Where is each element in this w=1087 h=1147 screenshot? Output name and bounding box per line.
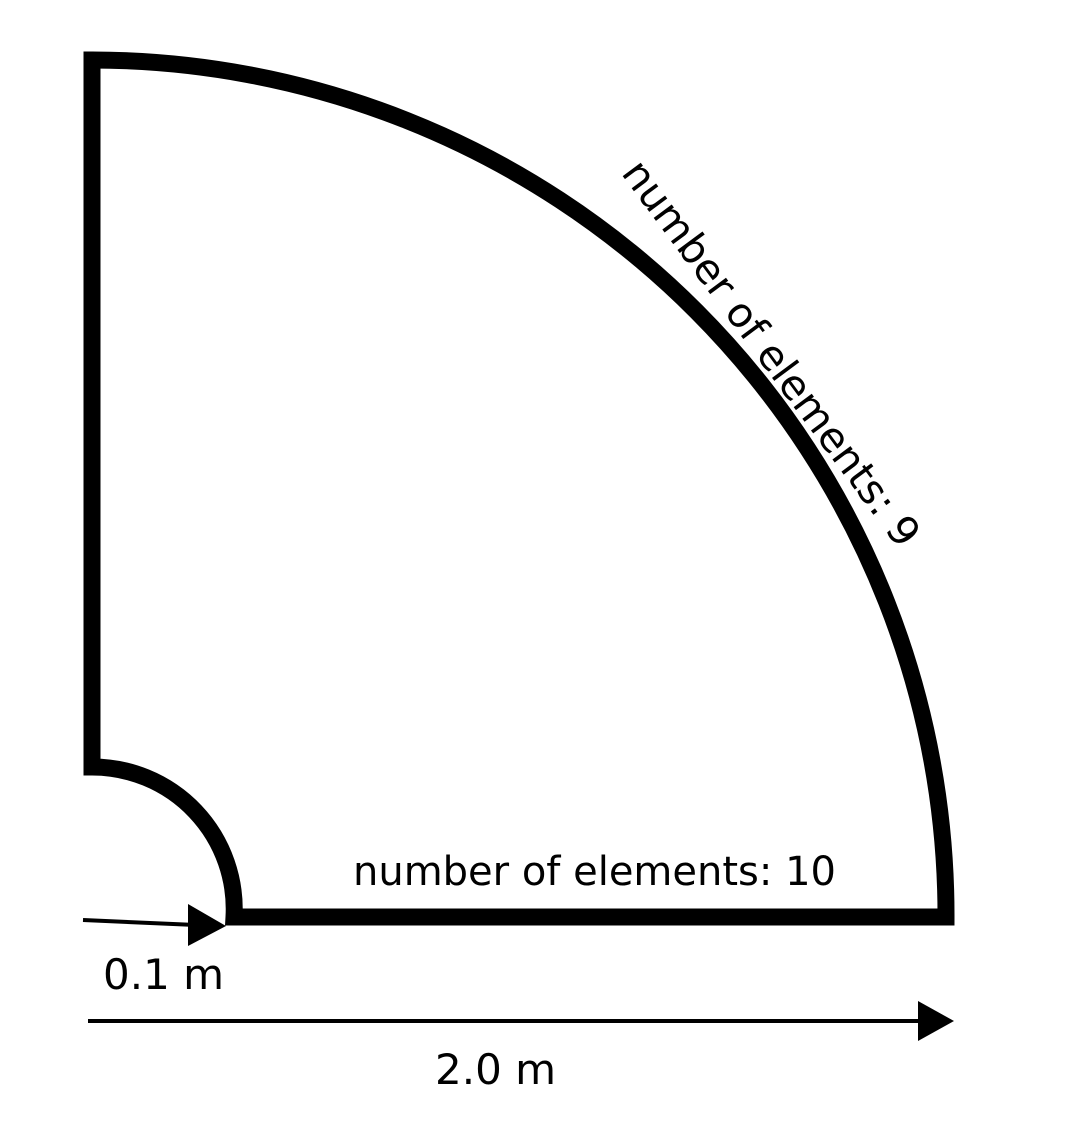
domain-outline — [83, 51, 955, 926]
outer-radius-label: 2.0 m — [435, 1045, 556, 1094]
inner-radius-label: 0.1 m — [103, 950, 224, 999]
outer-radius-arrowhead — [918, 1001, 954, 1041]
arc-elements-label: number of elements: 9 — [613, 150, 931, 556]
arc-label-group: number of elements: 9 — [613, 150, 931, 556]
bottom-edge-elements-label: number of elements: 10 — [353, 849, 836, 895]
inner-radius-arrow — [82, 904, 226, 946]
inner-radius-arrowhead — [188, 904, 226, 946]
outer-radius-arrow — [88, 1001, 954, 1041]
